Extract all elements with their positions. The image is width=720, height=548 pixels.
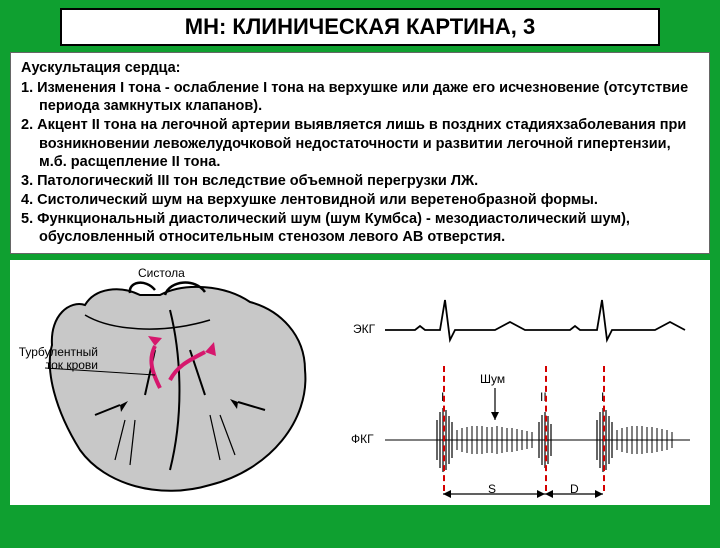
points-list: 1. Изменения I тона - ослабление I тона … [21, 79, 699, 246]
heart-diagram: Систола Турбулентныйток крови [10, 260, 345, 505]
label-pcg: ФКГ [351, 432, 374, 446]
signals-diagram: ЭКГ ФКГ Шум I II I S D [345, 260, 710, 505]
page-title: МН: КЛИНИЧЕСКАЯ КАРТИНА, 3 [72, 14, 648, 40]
point-3: 3. Патологический III тон вследствие объ… [21, 172, 699, 190]
interval-arrows [345, 485, 705, 503]
diagram-panel: Систола Турбулентныйток крови [10, 260, 710, 505]
section-heading: Аускультация сердца: [21, 59, 699, 77]
signals-svg [345, 260, 705, 505]
point-4: 4. Систолический шум на верхушке лентови… [21, 191, 699, 209]
dash-1 [443, 366, 445, 491]
label-noise: Шум [480, 372, 505, 386]
dash-3 [603, 366, 605, 491]
auscultation-text: Аускультация сердца: 1. Изменения I тона… [10, 52, 710, 254]
label-systole: Систола [138, 266, 185, 280]
label-turbulent: Турбулентныйток крови [8, 346, 98, 372]
point-5: 5. Функциональный диастолический шум (шу… [21, 210, 699, 246]
point-2: 2. Акцент II тона на легочной артерии вы… [21, 116, 699, 170]
dash-2 [545, 366, 547, 491]
heart-svg [10, 260, 345, 505]
point-1: 1. Изменения I тона - ослабление I тона … [21, 79, 699, 115]
ecg-trace [385, 300, 685, 340]
noise-arrowhead [491, 412, 499, 420]
title-box: МН: КЛИНИЧЕСКАЯ КАРТИНА, 3 [60, 8, 660, 46]
label-ecg: ЭКГ [353, 322, 375, 336]
